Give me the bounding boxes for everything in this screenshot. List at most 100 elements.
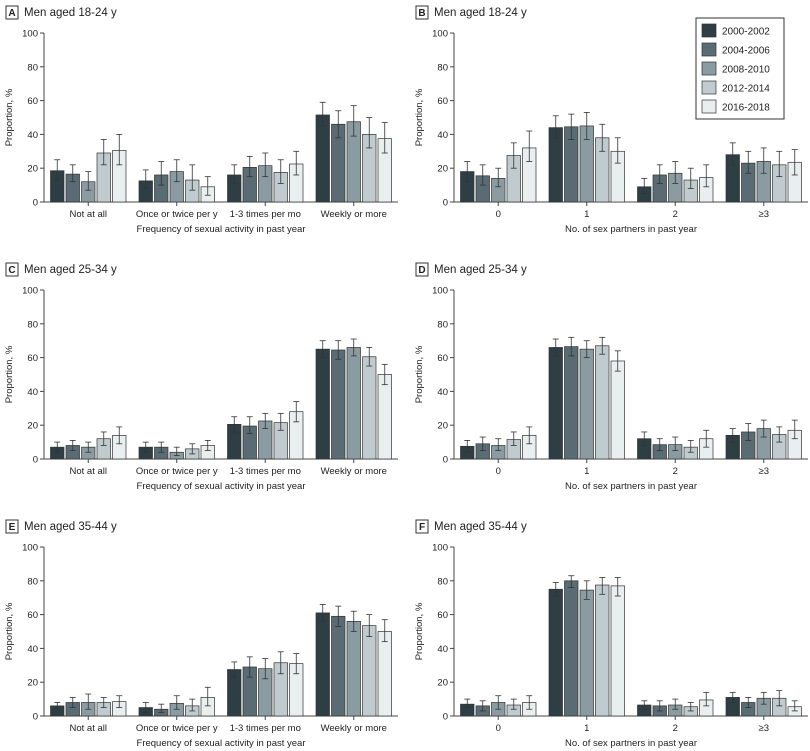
bar	[362, 356, 377, 460]
legend: 2000-2002 2004-2006 2008-2010 2012-2014 2016…	[695, 17, 785, 120]
y-tick-label: 60	[437, 353, 448, 364]
bar	[564, 346, 579, 460]
x-tick-label: 2	[673, 209, 678, 220]
legend-label: 2012-2014	[722, 84, 770, 95]
chart-panel-d: D Men aged 25-34 y020406080100Proportion,…	[414, 262, 808, 492]
x-tick-label: Not at all	[70, 466, 108, 477]
panel-title: Men aged 25-34 y	[24, 264, 117, 276]
x-tick-label: Once or twice per y	[136, 466, 218, 477]
panel-letter-box	[5, 5, 19, 20]
x-axis-title: No. of sex partners in past year	[565, 224, 697, 235]
legend-label: 2016-2018	[722, 103, 770, 114]
y-tick-label: 40	[437, 644, 448, 655]
panel-letter: B	[418, 8, 425, 19]
y-tick-label: 0	[33, 198, 38, 209]
bar	[579, 589, 594, 717]
y-tick-label: 20	[27, 421, 38, 432]
panel-letter: C	[8, 265, 15, 276]
y-tick-label: 40	[27, 130, 38, 141]
x-tick-label: 1	[584, 723, 589, 734]
y-tick-label: 80	[27, 319, 38, 330]
panel-letter: E	[9, 522, 16, 533]
y-tick-label: 40	[27, 644, 38, 655]
x-tick-label: ≥3	[759, 466, 770, 477]
legend-swatch	[701, 99, 717, 114]
x-tick-label: 2	[673, 466, 678, 477]
y-axis-title: Proportion, %	[4, 88, 15, 146]
legend-label: 2008-2010	[722, 65, 770, 76]
bar	[548, 347, 563, 460]
legend-swatch	[701, 80, 717, 95]
x-tick-label: ≥3	[759, 209, 770, 220]
bar	[315, 114, 330, 203]
bar	[315, 348, 330, 460]
panel-letter-box	[415, 519, 429, 534]
x-tick-label: 1-3 times per mo	[230, 466, 301, 477]
panel-title: Men aged 18-24 y	[24, 7, 117, 19]
bar	[346, 621, 361, 717]
y-tick-label: 40	[27, 387, 38, 398]
y-axis-title: Proportion, %	[414, 602, 425, 660]
panel-letter-box	[415, 5, 429, 20]
y-tick-label: 40	[437, 130, 448, 141]
bar	[595, 584, 610, 717]
bar	[548, 588, 563, 717]
bar	[331, 349, 346, 460]
x-axis-title: No. of sex partners in past year	[565, 738, 697, 749]
bar	[331, 615, 346, 717]
y-tick-label: 60	[437, 96, 448, 107]
legend-label: 2004-2006	[722, 46, 770, 57]
x-tick-label: Weekly or more	[321, 723, 387, 734]
bar	[610, 585, 625, 717]
x-tick-label: Weekly or more	[321, 466, 387, 477]
panel-title: Men aged 18-24 y	[434, 7, 527, 19]
bar	[346, 347, 361, 460]
y-tick-label: 80	[27, 62, 38, 73]
y-tick-label: 20	[437, 678, 448, 689]
y-axis-title: Proportion, %	[414, 345, 425, 403]
x-tick-label: 0	[496, 209, 501, 220]
x-tick-label: 2	[673, 723, 678, 734]
y-tick-label: 100	[22, 286, 38, 297]
bar	[564, 580, 579, 717]
x-tick-label: 1-3 times per mo	[230, 723, 301, 734]
bar	[579, 348, 594, 460]
x-axis-title: Frequency of sexual activity in past yea…	[137, 224, 306, 235]
bar	[315, 612, 330, 717]
y-tick-label: 20	[27, 164, 38, 175]
y-tick-label: 100	[432, 286, 448, 297]
panel-letter-box	[415, 262, 429, 277]
panel-title: Men aged 35-44 y	[434, 521, 527, 533]
bar	[377, 631, 392, 717]
y-tick-label: 100	[22, 29, 38, 40]
panel-letter: F	[419, 522, 425, 533]
y-tick-label: 20	[27, 678, 38, 689]
y-axis-title: Proportion, %	[414, 88, 425, 146]
x-tick-label: 0	[496, 466, 501, 477]
y-tick-label: 80	[437, 319, 448, 330]
x-tick-label: 1	[584, 466, 589, 477]
y-tick-label: 60	[437, 610, 448, 621]
x-tick-label: ≥3	[759, 723, 770, 734]
x-tick-label: 0	[496, 723, 501, 734]
x-tick-label: Weekly or more	[321, 209, 387, 220]
y-tick-label: 80	[437, 62, 448, 73]
bar	[362, 625, 377, 717]
x-tick-label: Once or twice per y	[136, 209, 218, 220]
y-tick-label: 0	[33, 455, 38, 466]
y-axis-title: Proportion, %	[4, 602, 15, 660]
bar	[548, 127, 563, 203]
chart-panel-e: E Men aged 35-44 y 0 20 40 60 80 100 Proportion,…	[4, 519, 398, 749]
panel-letter-box	[5, 519, 19, 534]
y-tick-label: 60	[27, 96, 38, 107]
chart-panel-b: B Men aged 18-24 y020406080100Proportion,…	[414, 5, 808, 235]
y-tick-label: 60	[27, 353, 38, 364]
y-tick-label: 0	[443, 455, 448, 466]
y-tick-label: 0	[33, 712, 38, 723]
x-tick-label: Not at all	[70, 209, 108, 220]
legend-swatch	[701, 61, 717, 76]
x-tick-label: Not at all	[70, 723, 108, 734]
x-tick-label: 1-3 times per mo	[230, 209, 301, 220]
y-tick-label: 20	[437, 164, 448, 175]
